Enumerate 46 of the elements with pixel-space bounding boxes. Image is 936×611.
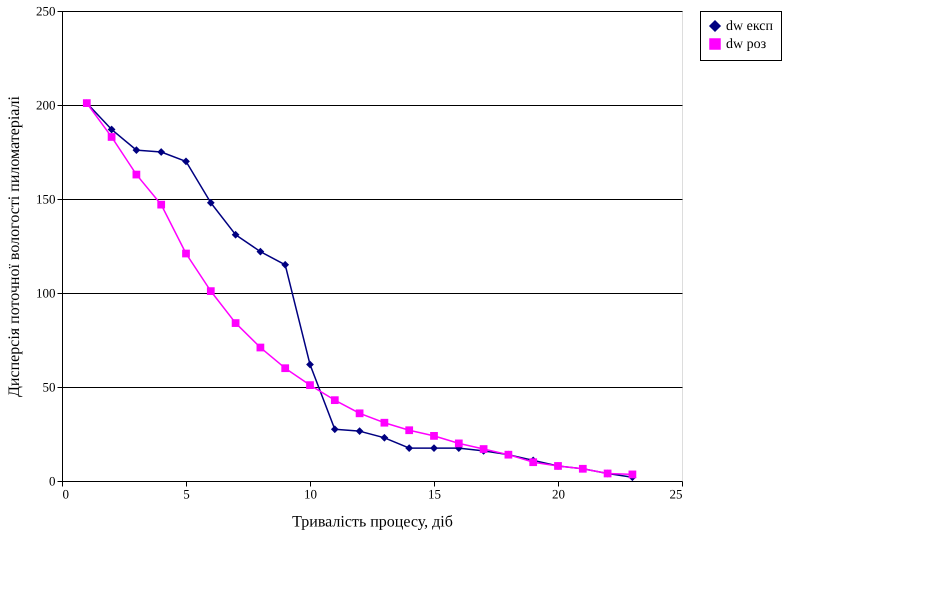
x-tick-label: 15 — [428, 486, 441, 502]
point — [108, 133, 116, 141]
x-axis-title: Тривалість процесу, діб — [292, 514, 453, 530]
point — [281, 364, 290, 372]
point — [356, 409, 364, 418]
point — [430, 432, 438, 440]
point — [182, 250, 190, 258]
point — [380, 418, 388, 427]
point — [306, 360, 314, 368]
legend-label: dw експ — [726, 19, 774, 34]
x-tick-label: 0 — [62, 486, 69, 502]
y-tick-label: 250 — [36, 4, 56, 18]
point — [132, 170, 140, 178]
y-tick-label: 100 — [36, 286, 56, 300]
point — [182, 158, 190, 166]
point — [157, 200, 166, 209]
point — [306, 381, 314, 389]
point — [430, 444, 438, 452]
point — [206, 198, 215, 207]
point — [628, 470, 636, 478]
y-axis-title: Дисперсія поточної вологості пиломатеріалі — [6, 95, 23, 397]
point — [380, 434, 388, 442]
point — [405, 426, 414, 434]
point — [232, 319, 240, 327]
y-tick-label: 0 — [49, 474, 56, 488]
y-tick-label: 150 — [36, 192, 56, 206]
point — [405, 444, 414, 452]
x-tick-label: 20 — [552, 486, 565, 502]
point — [256, 248, 264, 256]
point — [157, 148, 166, 156]
y-tick-label: 50 — [42, 380, 56, 394]
point — [330, 425, 339, 434]
x-tick-label: 5 — [183, 486, 190, 502]
point — [206, 287, 215, 295]
point — [132, 146, 140, 154]
point — [232, 230, 240, 239]
x-tick-label: 25 — [670, 486, 682, 502]
point — [108, 126, 116, 134]
point — [281, 260, 290, 269]
point — [356, 427, 364, 436]
x-tick-label: 10 — [304, 486, 317, 502]
point — [256, 344, 264, 352]
y-tick-label: 200 — [36, 98, 56, 112]
legend-label: dw роз — [726, 37, 767, 52]
point — [330, 396, 339, 404]
point — [454, 440, 463, 448]
